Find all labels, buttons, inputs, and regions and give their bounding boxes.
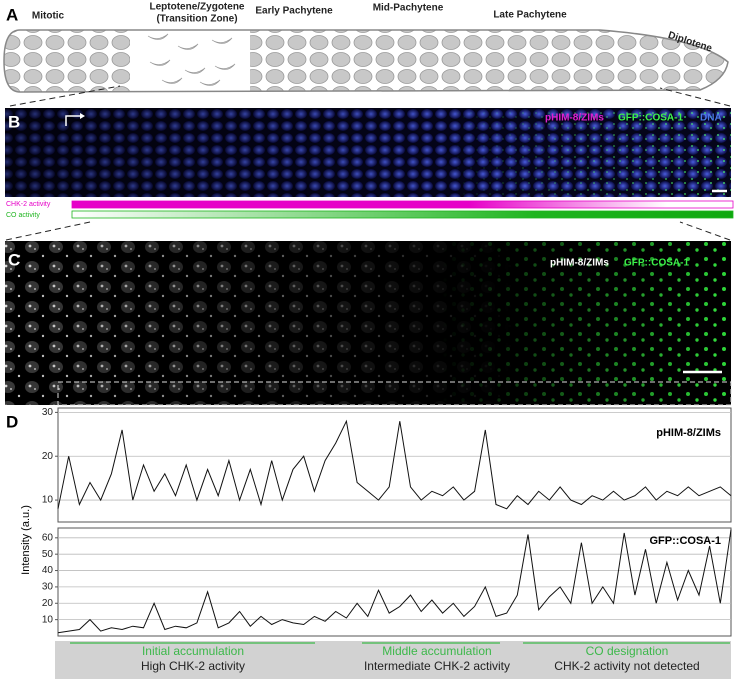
activity-label: CHK-2 activity bbox=[6, 201, 51, 208]
stage-label: Mid-Pachytene bbox=[373, 3, 444, 14]
y-tick-label: 60 bbox=[42, 532, 54, 543]
trace bbox=[57, 419, 732, 510]
panel-label: A bbox=[6, 5, 18, 24]
phase-title: Initial accumulation bbox=[142, 644, 244, 658]
phase-subtitle: CHK-2 activity not detected bbox=[554, 659, 699, 673]
channel-label: GFP::COSA-1 bbox=[624, 258, 689, 269]
phase-box bbox=[55, 641, 731, 679]
stage-label: Early Pachytene bbox=[255, 6, 333, 17]
phase-subtitle: High CHK-2 activity bbox=[141, 659, 245, 673]
activity-label: CO activity bbox=[6, 212, 40, 219]
micrograph-c bbox=[5, 241, 732, 406]
channel-label: GFP::COSA-1 bbox=[618, 113, 683, 124]
panel-label: C bbox=[8, 250, 20, 269]
y-axis-label: Intensity (a.u.) bbox=[20, 505, 32, 575]
y-tick-label: 50 bbox=[42, 549, 54, 560]
y-tick-label: 10 bbox=[42, 614, 54, 625]
y-tick-label: 30 bbox=[42, 407, 54, 418]
zoom-lines bbox=[9, 85, 731, 107]
zoom-lines bbox=[5, 221, 731, 241]
stage-label: Leptotene/Zygotene bbox=[149, 2, 244, 13]
y-tick-label: 40 bbox=[42, 565, 54, 576]
channel-label: pHIM-8/ZIMs bbox=[545, 113, 604, 124]
phase-title: CO designation bbox=[586, 644, 669, 658]
phase-subtitle: Intermediate CHK-2 activity bbox=[364, 659, 510, 673]
panel-label: D bbox=[6, 412, 18, 431]
y-tick-label: 30 bbox=[42, 582, 54, 593]
plot-frame bbox=[57, 527, 732, 637]
activity-bar bbox=[71, 210, 734, 219]
micrograph-b bbox=[5, 108, 731, 197]
channel-label: DNA bbox=[700, 113, 722, 124]
panel-label: B bbox=[8, 112, 20, 131]
trace bbox=[57, 529, 732, 634]
plot-frame bbox=[57, 407, 732, 523]
trace-title: GFP::COSA-1 bbox=[650, 535, 722, 547]
trace-title: pHIM-8/ZIMs bbox=[656, 427, 721, 439]
y-tick-label: 20 bbox=[42, 451, 54, 462]
activity-bar bbox=[71, 200, 734, 209]
gonad-diagram bbox=[3, 29, 729, 93]
y-tick-label: 20 bbox=[42, 598, 54, 609]
phase-title: Middle accumulation bbox=[382, 644, 491, 658]
stage-label: Mitotic bbox=[32, 11, 65, 22]
y-tick-label: 10 bbox=[42, 495, 54, 506]
stage-label: Late Pachytene bbox=[493, 10, 567, 21]
stage-label: (Transition Zone) bbox=[156, 14, 237, 25]
channel-label: pHIM-8/ZIMs bbox=[550, 258, 609, 269]
